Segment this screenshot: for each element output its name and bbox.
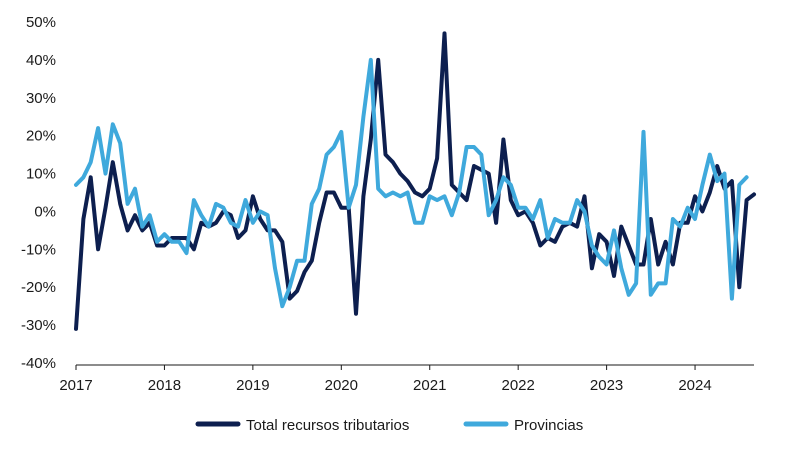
y-tick-label: 50% — [26, 14, 56, 31]
x-tick-label: 2020 — [325, 377, 358, 394]
legend-label: Total recursos tributarios — [246, 417, 409, 434]
x-axis-ticks: 2017 2018 2019 2020 2021 2022 2023 2024 — [59, 365, 712, 394]
y-tick-label: -30% — [21, 317, 56, 334]
y-tick-label: -10% — [21, 241, 56, 258]
y-tick-label: 10% — [26, 166, 56, 183]
y-tick-label: 40% — [26, 52, 56, 69]
x-tick-label: 2017 — [59, 377, 92, 394]
x-tick-label: 2021 — [413, 377, 446, 394]
y-tick-label: 0% — [34, 203, 56, 220]
y-tick-label: 30% — [26, 90, 56, 107]
y-axis-ticks: 50% 40% 30% 20% 10% 0% -10% -20% -30% -40% — [21, 14, 56, 372]
legend-label: Provincias — [514, 417, 583, 434]
x-tick-label: 2024 — [678, 377, 711, 394]
series-lines — [74, 31, 756, 331]
y-tick-label: -40% — [21, 355, 56, 372]
x-tick-label: 2018 — [148, 377, 181, 394]
y-tick-label: 20% — [26, 128, 56, 145]
x-tick-label: 2019 — [236, 377, 269, 394]
x-tick-label: 2023 — [590, 377, 623, 394]
y-tick-label: -20% — [21, 279, 56, 296]
series-line-provincias — [74, 57, 749, 309]
x-tick-label: 2022 — [501, 377, 534, 394]
legend: Total recursos tributarios Provincias — [195, 417, 583, 434]
